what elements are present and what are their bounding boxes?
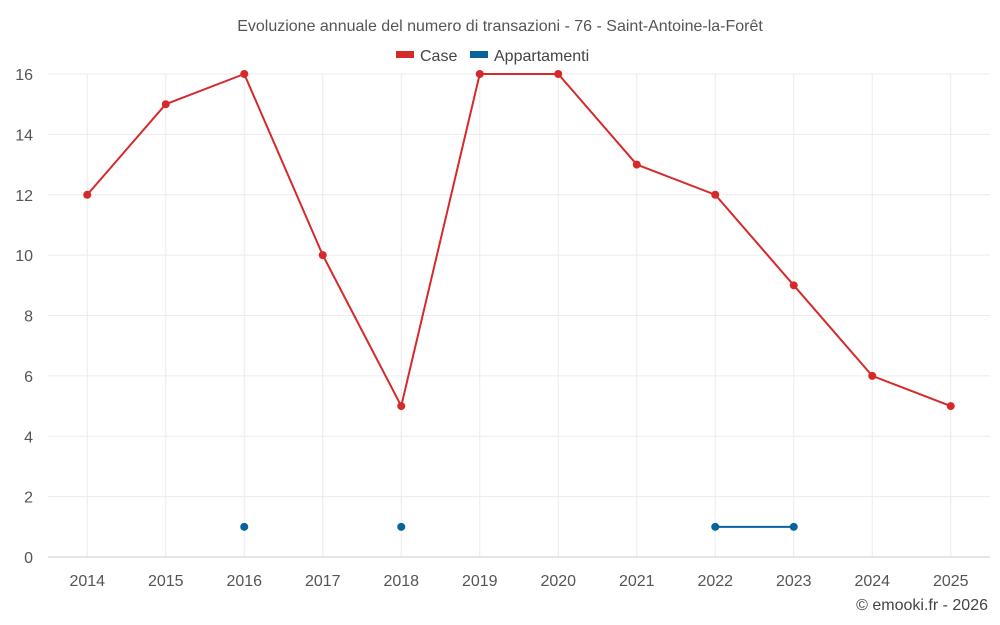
legend-swatch-case (396, 51, 414, 58)
y-tick-label: 14 (15, 127, 33, 144)
x-tick-label: 2018 (383, 573, 419, 590)
data-point-case (711, 190, 720, 199)
data-point-case (161, 100, 170, 109)
y-tick-label: 6 (24, 369, 33, 386)
chart-title: Evoluzione annuale del numero di transaz… (237, 18, 763, 35)
y-tick-label: 8 (24, 309, 33, 326)
data-point-case (554, 70, 563, 78)
x-tick-label: 2022 (697, 573, 733, 590)
data-point-appartamenti (240, 522, 249, 531)
x-tick-label: 2015 (148, 573, 184, 590)
y-tick-label: 10 (15, 248, 33, 265)
grid (48, 73, 990, 557)
data-point-appartamenti (789, 522, 798, 531)
y-tick-label: 16 (15, 67, 33, 84)
data-point-case (397, 402, 406, 411)
x-tick-label: 2016 (226, 573, 262, 590)
x-tick-label: 2021 (619, 573, 655, 590)
x-tick-label: 2019 (462, 573, 498, 590)
x-tick-label: 2014 (69, 573, 105, 590)
data-point-case (868, 371, 877, 380)
y-tick-label: 4 (24, 429, 33, 446)
y-tick-label: 0 (24, 550, 33, 567)
x-tick-label: 2020 (540, 573, 576, 590)
data-point-appartamenti (397, 522, 406, 531)
credit-text: © emooki.fr - 2026 (856, 597, 988, 614)
y-tick-label: 2 (24, 490, 33, 507)
data-point-case (83, 190, 92, 199)
data-point-case (632, 160, 641, 169)
data-point-appartamenti (711, 522, 720, 531)
data-point-case (318, 251, 327, 260)
x-tick-label: 2017 (305, 573, 341, 590)
data-point-case (946, 402, 955, 411)
series-line-case (86, 73, 952, 408)
x-tick-label: 2024 (854, 573, 890, 590)
data-point-case (240, 70, 249, 78)
legend: Case Appartamenti (396, 48, 589, 65)
x-tick-label: 2025 (933, 573, 969, 590)
y-tick-label: 12 (15, 188, 33, 205)
data-point-case (475, 70, 484, 78)
legend-swatch-appartamenti (470, 51, 488, 58)
x-tick-label: 2023 (776, 573, 812, 590)
x-axis: 2014 2015 2016 2017 2018 2019 2020 2021 2022 2023… (48, 556, 990, 590)
series-layer (83, 70, 955, 531)
legend-label-appartamenti: Appartamenti (494, 48, 589, 65)
data-point-case (789, 281, 798, 290)
y-axis: 0 2 4 6 8 10 12 14 16 (15, 67, 33, 567)
legend-label-case: Case (420, 48, 457, 65)
